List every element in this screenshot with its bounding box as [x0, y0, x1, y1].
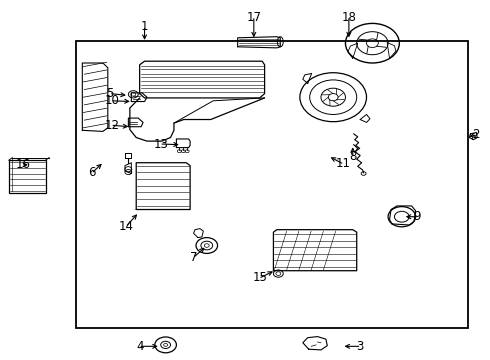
Text: 16: 16	[16, 158, 31, 171]
Text: 13: 13	[153, 138, 168, 150]
Text: 8: 8	[349, 150, 357, 163]
Text: 4: 4	[136, 340, 144, 353]
Text: 7: 7	[190, 251, 197, 264]
Bar	[9, 160, 46, 193]
Text: 3: 3	[356, 340, 364, 353]
Text: 15: 15	[252, 271, 267, 284]
Text: 1: 1	[141, 21, 148, 33]
Text: 18: 18	[342, 11, 356, 24]
Text: 14: 14	[119, 220, 134, 233]
Text: 6: 6	[88, 166, 96, 179]
Text: 9: 9	[414, 210, 421, 223]
Text: 11: 11	[336, 157, 350, 170]
Text: 10: 10	[104, 94, 119, 107]
Bar	[76, 41, 468, 328]
Text: 12: 12	[104, 119, 119, 132]
Text: 2: 2	[472, 129, 480, 141]
Text: 5: 5	[106, 87, 114, 100]
Text: 17: 17	[246, 11, 261, 24]
